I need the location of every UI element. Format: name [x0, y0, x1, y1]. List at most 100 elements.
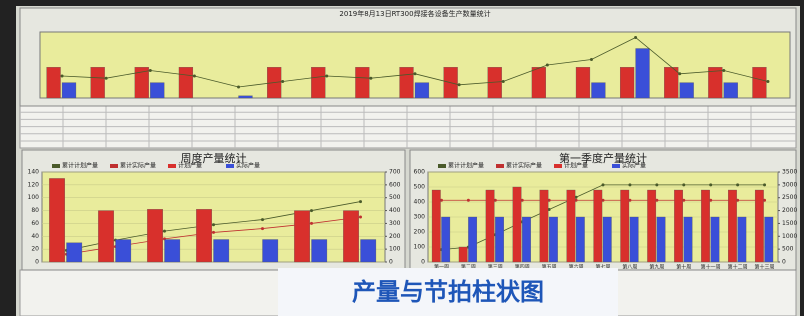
bar [755, 190, 763, 262]
y2-tick-label: 3000 [782, 181, 797, 188]
bar [343, 211, 358, 262]
bar [150, 83, 164, 98]
bar [684, 217, 692, 262]
y-tick-label: 0 [35, 259, 39, 266]
bar [441, 217, 449, 262]
bar [49, 178, 64, 262]
y2-tick-label: 600 [389, 181, 401, 188]
legend-swatch [168, 164, 176, 168]
point [766, 80, 769, 83]
y-tick-label: 100 [28, 194, 40, 201]
x-tick-label: 第十一周 [701, 264, 721, 271]
point [682, 183, 685, 186]
bar [400, 67, 414, 98]
bar [603, 217, 611, 262]
bar [486, 190, 494, 262]
bar [621, 190, 629, 262]
bar [674, 190, 682, 262]
y-tick-label: 600 [414, 169, 426, 176]
bar [576, 217, 584, 262]
point [678, 72, 681, 75]
point [61, 75, 64, 78]
y-tick-label: 120 [28, 181, 40, 188]
legend-swatch [554, 164, 562, 168]
page: 2019年8月13日RT300焊接各设备生产数量统计周度产量统计02040608… [0, 0, 804, 316]
point [458, 83, 461, 86]
point [709, 183, 712, 186]
y2-tick-label: 0 [782, 259, 786, 266]
bar [165, 240, 180, 263]
bar [495, 217, 503, 262]
point [634, 36, 637, 39]
bar [311, 67, 325, 98]
legend-label: 实际产量 [236, 162, 260, 170]
y2-tick-label: 700 [389, 169, 401, 176]
bar [657, 217, 665, 262]
bar [239, 96, 253, 98]
legend-swatch [226, 164, 234, 168]
point [414, 72, 417, 75]
legend-swatch [496, 164, 504, 168]
bar [98, 211, 113, 262]
y2-tick-label: 100 [389, 246, 401, 253]
caption: 产量与节拍柱状图 [278, 268, 618, 316]
y-tick-label: 300 [414, 214, 426, 221]
point [310, 209, 313, 212]
point [163, 230, 166, 233]
bar [532, 67, 546, 98]
y-tick-label: 20 [31, 246, 39, 253]
legend-label: 累计计划产量 [448, 162, 484, 170]
bar [620, 67, 634, 98]
bar [468, 217, 476, 262]
bar [738, 217, 746, 262]
x-tick-label: 第八周 [622, 264, 637, 271]
y-tick-label: 200 [414, 229, 426, 236]
bar [680, 83, 694, 98]
legend-swatch [612, 164, 620, 168]
bar [312, 240, 327, 263]
y2-tick-label: 400 [389, 207, 401, 214]
legend-label: 计划产量 [564, 162, 588, 170]
point [281, 80, 284, 83]
point [590, 58, 593, 61]
bar [361, 240, 376, 263]
bar [701, 190, 709, 262]
x-tick-label: 第十二周 [728, 264, 748, 271]
point [359, 200, 362, 203]
y2-tick-label: 300 [389, 220, 401, 227]
point [369, 77, 372, 80]
bar [294, 211, 309, 262]
point [628, 183, 631, 186]
y2-tick-label: 500 [389, 194, 401, 201]
y2-tick-label: 0 [389, 259, 393, 266]
bar [765, 217, 773, 262]
bar [664, 67, 678, 98]
bar [513, 187, 521, 262]
bar [728, 190, 736, 262]
point [237, 86, 240, 89]
bar [263, 240, 278, 263]
y-tick-label: 400 [414, 199, 426, 206]
bar [179, 67, 193, 98]
legend-label: 实际产量 [622, 162, 646, 170]
bar [67, 243, 82, 262]
y2-tick-label: 200 [389, 233, 401, 240]
bar [459, 247, 467, 262]
bar [591, 83, 605, 98]
legend-label: 计划产量 [178, 162, 202, 170]
legend-label: 累计实际产量 [120, 162, 156, 170]
point [310, 222, 313, 225]
y-tick-label: 140 [28, 169, 40, 176]
point [212, 231, 215, 234]
bar [214, 240, 229, 263]
legend-swatch [438, 164, 446, 168]
bar [594, 190, 602, 262]
bar [91, 67, 105, 98]
point [149, 69, 152, 72]
y2-tick-label: 2500 [782, 194, 797, 201]
point [261, 218, 264, 221]
point [212, 223, 215, 226]
bar [647, 190, 655, 262]
y-tick-label: 60 [31, 220, 39, 227]
point [602, 183, 605, 186]
